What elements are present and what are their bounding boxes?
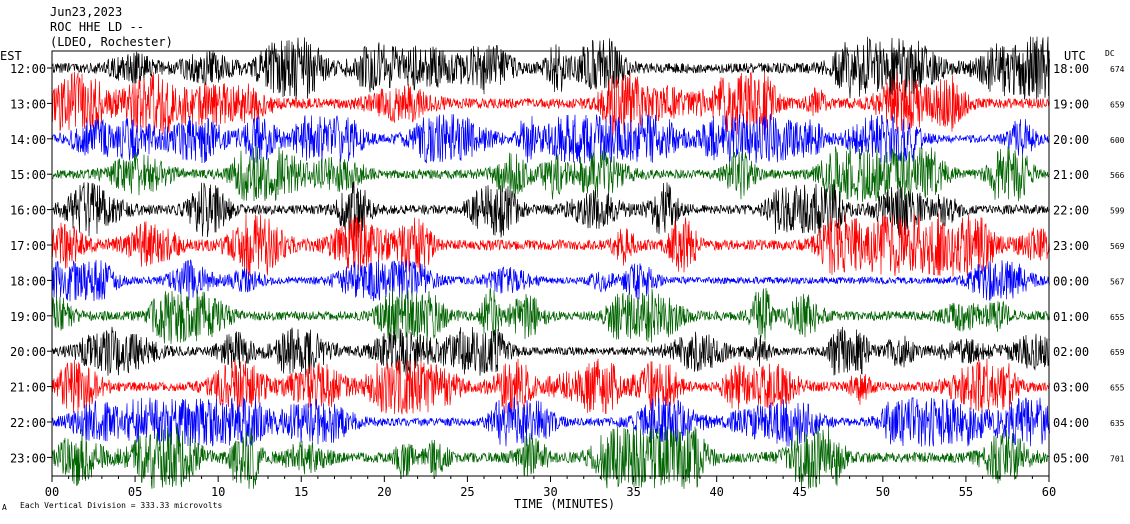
- trace-row-2: [51, 113, 1050, 164]
- dc-label: DC: [1105, 49, 1115, 58]
- label-layer: Jun23,2023 ROC HHE LD -- (LDEO, Rocheste…: [0, 5, 1115, 512]
- trace-row-9: [51, 358, 1050, 415]
- dc-value: 701: [1110, 454, 1125, 463]
- est-hour-label: 23:00: [10, 451, 46, 465]
- trace-row-5: [51, 213, 1050, 277]
- trace-row-0: [51, 36, 1050, 100]
- x-tick-label: 25: [460, 485, 474, 499]
- x-tick-label: 20: [377, 485, 391, 499]
- est-hour-label: 18:00: [10, 274, 46, 288]
- hour-label-layer: 12:00 18:00 674 13:00 19:00 659 14:00 20:00 600 1…: [10, 62, 1125, 465]
- utc-hour-label: 02:00: [1053, 345, 1089, 359]
- utc-hour-label: 01:00: [1053, 310, 1089, 324]
- dc-value: 659: [1110, 100, 1125, 109]
- x-tick-label: 35: [626, 485, 640, 499]
- x-tick-label: 05: [128, 485, 142, 499]
- footer-mark: A: [2, 503, 7, 512]
- x-tick-label: 00: [45, 485, 59, 499]
- dc-value: 635: [1110, 419, 1125, 428]
- dc-value: 655: [1110, 313, 1125, 322]
- x-tick-label: 10: [211, 485, 225, 499]
- station-label: ROC HHE LD --: [50, 20, 144, 34]
- utc-hour-label: 23:00: [1053, 239, 1089, 253]
- trace-row-7: [51, 287, 1050, 344]
- dc-value: 566: [1110, 171, 1125, 180]
- x-tick-label: 15: [294, 485, 308, 499]
- utc-hour-label: 04:00: [1053, 416, 1089, 430]
- x-tick-layer: 00 05 10 15 20 25 30 35 40 45 50 55 60: [45, 476, 1056, 499]
- trace-row-6: [51, 259, 1050, 302]
- trace-row-8: [51, 326, 1050, 376]
- x-tick-label: 50: [876, 485, 890, 499]
- est-hour-label: 19:00: [10, 310, 46, 324]
- utc-hour-label: 00:00: [1053, 274, 1089, 288]
- est-hour-label: 13:00: [10, 97, 46, 111]
- trace-row-11: [51, 425, 1050, 489]
- trace-row-3: [51, 146, 1050, 203]
- utc-hour-label: 22:00: [1053, 204, 1089, 218]
- est-hour-label: 16:00: [10, 204, 46, 218]
- dc-value: 655: [1110, 384, 1125, 393]
- utc-label: UTC: [1064, 49, 1086, 63]
- vertical-division-note: Each Vertical Division = 333.33 microvol…: [20, 501, 222, 510]
- est-hour-label: 17:00: [10, 239, 46, 253]
- trace-row-4: [51, 180, 1050, 238]
- est-hour-label: 21:00: [10, 381, 46, 395]
- x-tick-label: 45: [793, 485, 807, 499]
- est-hour-label: 15:00: [10, 168, 46, 182]
- dc-value: 599: [1110, 207, 1125, 216]
- est-hour-label: 14:00: [10, 133, 46, 147]
- dc-value: 659: [1110, 348, 1125, 357]
- dc-value: 569: [1110, 242, 1125, 251]
- est-hour-label: 20:00: [10, 345, 46, 359]
- utc-hour-label: 05:00: [1053, 451, 1089, 465]
- x-tick-label: 30: [543, 485, 557, 499]
- network-label: (LDEO, Rochester): [50, 35, 173, 49]
- est-hour-label: 22:00: [10, 416, 46, 430]
- trace-row-1: [51, 71, 1050, 136]
- date-label: Jun23,2023: [50, 5, 122, 19]
- utc-hour-label: 19:00: [1053, 97, 1089, 111]
- dc-value: 600: [1110, 136, 1125, 145]
- utc-hour-label: 21:00: [1053, 168, 1089, 182]
- utc-hour-label: 20:00: [1053, 133, 1089, 147]
- x-tick-label: 40: [709, 485, 723, 499]
- dc-value: 674: [1110, 65, 1125, 74]
- utc-hour-label: 03:00: [1053, 381, 1089, 395]
- dc-value: 567: [1110, 277, 1125, 286]
- trace-row-10: [51, 396, 1050, 447]
- utc-hour-label: 18:00: [1053, 62, 1089, 76]
- x-axis-title: TIME (MINUTES): [514, 497, 615, 511]
- est-hour-label: 12:00: [10, 62, 46, 76]
- x-tick-label: 60: [1042, 485, 1056, 499]
- x-tick-label: 55: [959, 485, 973, 499]
- est-label: EST: [0, 49, 22, 63]
- trace-layer: [51, 36, 1050, 489]
